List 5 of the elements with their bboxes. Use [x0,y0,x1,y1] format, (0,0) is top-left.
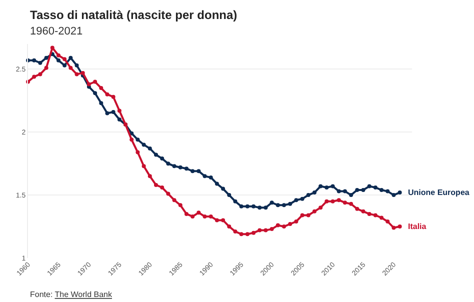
series-label: Italia [408,222,427,231]
chart-subtitle: 1960-2021 [30,26,83,38]
source-note: Fonte: The World Bank [30,290,113,299]
chart-title: Tasso di natalità (nascite per donna) [30,8,238,22]
series-label: Unione Europea [408,188,470,197]
